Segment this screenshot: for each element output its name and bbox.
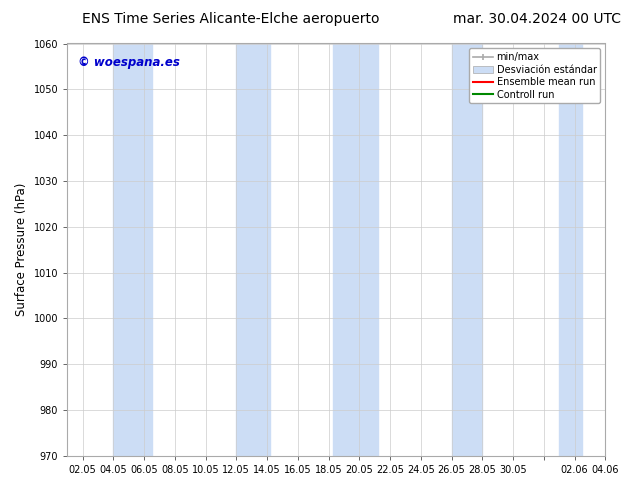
Bar bbox=[333, 44, 378, 456]
Text: ENS Time Series Alicante-Elche aeropuerto: ENS Time Series Alicante-Elche aeropuert… bbox=[82, 12, 380, 26]
Bar bbox=[451, 44, 482, 456]
Text: © woespana.es: © woespana.es bbox=[78, 56, 180, 69]
Text: mar. 30.04.2024 00 UTC: mar. 30.04.2024 00 UTC bbox=[453, 12, 621, 26]
Legend: min/max, Desviación estándar, Ensemble mean run, Controll run: min/max, Desviación estándar, Ensemble m… bbox=[469, 49, 600, 103]
Bar bbox=[113, 44, 152, 456]
Bar bbox=[236, 44, 270, 456]
Y-axis label: Surface Pressure (hPa): Surface Pressure (hPa) bbox=[15, 183, 28, 317]
Bar bbox=[559, 44, 582, 456]
